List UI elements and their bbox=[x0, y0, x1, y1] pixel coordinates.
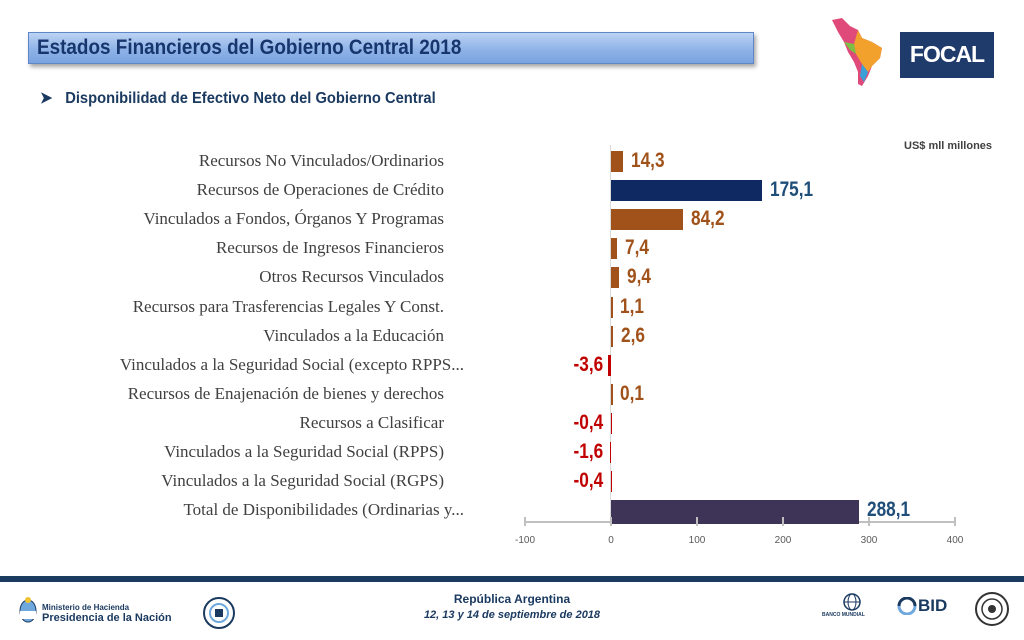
category-label: Vinculados a la Seguridad Social (RGPS) bbox=[161, 471, 444, 491]
category-label: Recursos para Trasferencias Legales Y Co… bbox=[132, 296, 444, 316]
x-tick-label: 400 bbox=[946, 535, 964, 546]
data-label: 14,3 bbox=[631, 149, 665, 172]
x-tick-label: 0 bbox=[608, 535, 614, 546]
category-label: Recursos No Vinculados/Ordinarios bbox=[198, 151, 444, 170]
x-tick-label: -100 bbox=[514, 535, 536, 546]
bar bbox=[611, 238, 618, 260]
ministerio-line1: Ministerio de Hacienda bbox=[42, 603, 130, 612]
category-label: Vinculados a la Educación bbox=[263, 325, 444, 345]
latin-america-map-icon bbox=[832, 18, 882, 86]
bar bbox=[609, 442, 612, 463]
x-axis-tick bbox=[954, 517, 956, 526]
arrow-bullet-icon: ➤ bbox=[40, 90, 53, 107]
bar bbox=[610, 471, 613, 493]
data-label: -0,4 bbox=[573, 469, 603, 493]
category-label: Recursos de Enajenación de bienes y dere… bbox=[127, 383, 444, 403]
focal-logo: FOCAL bbox=[900, 32, 994, 78]
bar bbox=[607, 354, 611, 376]
data-label: -0,4 bbox=[573, 410, 603, 434]
x-axis-tick bbox=[868, 517, 870, 526]
category-label: Total de Disponibilidades (Ordinarias y.… bbox=[183, 500, 464, 520]
category-label: Recursos a Clasificar bbox=[299, 412, 444, 432]
data-label: 9,4 bbox=[627, 265, 652, 289]
data-label: 1,1 bbox=[620, 294, 644, 318]
x-tick-label: 300 bbox=[860, 535, 878, 546]
bar bbox=[611, 180, 762, 202]
zero-axis-line bbox=[610, 145, 611, 522]
bar bbox=[611, 151, 624, 172]
page-title: Estados Financieros del Gobierno Central… bbox=[37, 36, 462, 59]
institution-seal-icon bbox=[203, 597, 235, 629]
x-tick-label: 100 bbox=[688, 535, 706, 546]
ministerio-line2: Presidencia de la Nación bbox=[42, 612, 172, 624]
x-axis-tick bbox=[524, 517, 526, 526]
data-label: 0,1 bbox=[620, 381, 644, 405]
data-label: 288,1 bbox=[866, 498, 910, 522]
bar bbox=[611, 383, 613, 405]
x-axis-tick bbox=[782, 517, 784, 526]
bid-logo-icon bbox=[897, 597, 917, 615]
banco-mundial-label: BANCO MUNDIAL bbox=[822, 612, 865, 618]
category-label: Recursos de Ingresos Financieros bbox=[215, 238, 444, 258]
x-tick-label: 200 bbox=[774, 535, 792, 546]
bid-logo-text: BID bbox=[918, 596, 948, 615]
argentina-coat-of-arms-icon bbox=[19, 597, 37, 623]
bar bbox=[611, 325, 614, 347]
subtitle: ➤ Disponibilidad de Efectivo Neto del Gob… bbox=[40, 88, 436, 108]
subtitle-text: Disponibilidad de Efectivo Neto del Gobi… bbox=[65, 90, 436, 107]
data-label: 84,2 bbox=[691, 207, 725, 231]
bar bbox=[611, 209, 684, 231]
banco-mundial-globe-icon bbox=[843, 593, 861, 611]
title-bar: Estados Financieros del Gobierno Central… bbox=[28, 32, 754, 64]
footer-divider bbox=[0, 576, 1024, 582]
data-label: 2,6 bbox=[621, 323, 646, 347]
ministerio-logo: Ministerio de Hacienda Presidencia de la… bbox=[42, 603, 172, 624]
footer-country: República Argentina bbox=[453, 592, 571, 606]
data-label: -3,6 bbox=[573, 352, 603, 376]
imf-seal-icon bbox=[975, 592, 1009, 626]
category-label: Vinculados a la Seguridad Social (RPPS) bbox=[164, 442, 444, 461]
category-label: Otros Recursos Vinculados bbox=[259, 267, 444, 287]
x-axis-tick bbox=[610, 517, 612, 526]
data-label: 7,4 bbox=[625, 236, 650, 260]
focal-logo-text: FOCAL bbox=[909, 41, 985, 67]
data-label: 175,1 bbox=[769, 178, 813, 202]
category-label: Recursos de Operaciones de Crédito bbox=[196, 180, 444, 200]
bar bbox=[611, 267, 620, 289]
unit-label: US$ mll millones bbox=[904, 140, 993, 152]
category-label: Vinculados a Fondos, Órganos Y Programas bbox=[143, 209, 444, 229]
bar bbox=[611, 296, 613, 318]
bar bbox=[610, 412, 613, 434]
footer-dates: 12, 13 y 14 de septiembre de 2018 bbox=[423, 609, 601, 621]
data-label: -1,6 bbox=[573, 440, 603, 463]
bar bbox=[611, 500, 859, 525]
x-axis-tick bbox=[696, 517, 698, 526]
category-label: Vinculados a la Seguridad Social (except… bbox=[119, 354, 464, 374]
